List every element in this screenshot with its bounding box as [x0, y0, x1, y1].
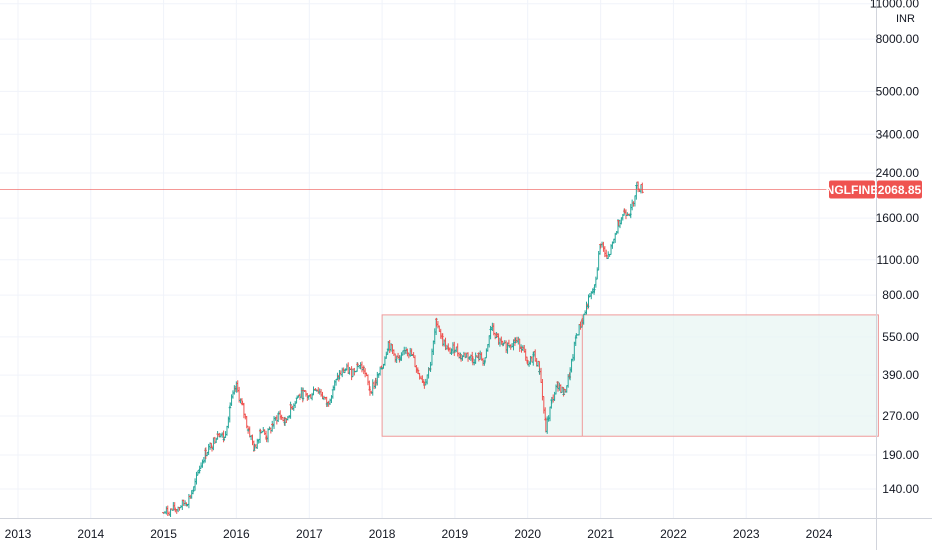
- y-tick-label: 390.00: [882, 368, 919, 382]
- currency-unit: INR: [896, 13, 915, 25]
- price-tag-box: [877, 180, 922, 199]
- last-price-tag[interactable]: NGLFINE 2068.85: [826, 180, 922, 199]
- y-tick-label: 1600.00: [876, 211, 920, 225]
- y-tick-label: 2400.00: [876, 166, 920, 180]
- x-tick-label: 2024: [806, 527, 833, 541]
- symbol-label: NGLFINE: [826, 183, 879, 197]
- x-tick-label: 2021: [587, 527, 614, 541]
- y-tick-label: 1100.00: [877, 253, 920, 267]
- y-tick-label: 190.00: [882, 448, 919, 462]
- y-tick-label: 140.00: [882, 482, 919, 496]
- last-price-label: 2068.85: [878, 183, 922, 197]
- y-tick-label: 3400.00: [876, 127, 920, 141]
- symbol-tag: [829, 180, 875, 199]
- x-tick-label: 2022: [660, 527, 687, 541]
- y-tick-label: 11000.00: [870, 0, 919, 11]
- x-tick-label: 2018: [369, 527, 396, 541]
- y-tick-label: 5000.00: [876, 84, 920, 98]
- y-axis-ticks: 11000.00 8000.00 5000.00 3400.00 2400.00 1600…: [870, 0, 919, 496]
- y-tick-label: 270.00: [882, 409, 919, 423]
- y-tick-label: 550.00: [882, 330, 919, 344]
- x-tick-label: 2014: [77, 527, 104, 541]
- x-tick-label: 2017: [296, 527, 323, 541]
- x-tick-label: 2019: [442, 527, 469, 541]
- x-tick-label: 2013: [5, 527, 32, 541]
- x-tick-label: 2023: [733, 527, 760, 541]
- x-tick-label: 2020: [514, 527, 541, 541]
- y-tick-label: 800.00: [882, 288, 919, 302]
- ohlc-bar: [640, 182, 644, 194]
- y-tick-label: 8000.00: [876, 32, 920, 46]
- annotation-box: [381, 314, 879, 437]
- x-tick-label: 2016: [223, 527, 250, 541]
- x-tick-label: 2015: [150, 527, 177, 541]
- ohlc-bars: [162, 181, 644, 518]
- x-axis-ticks: 2013 2014 2015 2016 2017 2018 2019 2020 2021 2022…: [5, 527, 833, 541]
- rectangle-annotation[interactable]: [381, 314, 879, 437]
